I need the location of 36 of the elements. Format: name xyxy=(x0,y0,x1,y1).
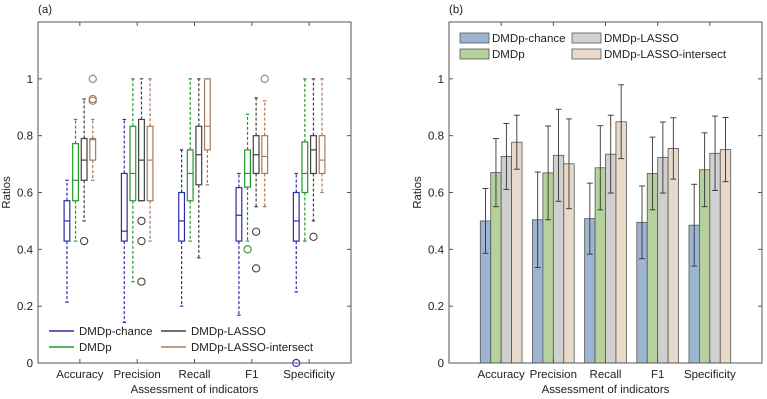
chart-title: (b) xyxy=(449,4,464,16)
legend-label: DMDp-LASSO-intersect xyxy=(191,342,314,354)
y-tick-label: 0.2 xyxy=(17,301,33,314)
legend-label: DMDp-chance xyxy=(79,326,152,338)
legend-label: DMDp-LASSO xyxy=(191,326,266,338)
x-tick-label: Accuracy xyxy=(478,369,526,381)
y-tick-label: 0.2 xyxy=(428,301,444,314)
y-tick-label: 0.8 xyxy=(428,130,444,143)
y-tick-label: 0 xyxy=(26,358,33,370)
x-tick-label: F1 xyxy=(650,369,664,381)
y-tick-label: 0.4 xyxy=(428,244,445,256)
x-tick-label: F1 xyxy=(245,369,259,381)
y-tick-label: 1 xyxy=(438,74,444,86)
x-tick-label: Precision xyxy=(530,369,577,381)
x-axis-title: Assessment of indicators xyxy=(130,384,259,396)
x-tick-label: Recall xyxy=(590,369,622,381)
legend-label: DMDp xyxy=(79,342,112,354)
legend-label: DMDp xyxy=(492,49,525,62)
y-axis-title: Ratios xyxy=(412,176,424,209)
legend-label: DMDp-LASSO xyxy=(604,33,679,46)
x-tick-label: Accuracy xyxy=(56,369,104,381)
y-tick-label: 0.8 xyxy=(17,130,33,143)
y-axis-title: Ratios xyxy=(1,176,13,209)
y-tick-label: 0.4 xyxy=(17,244,34,256)
x-tick-label: Precision xyxy=(114,369,161,381)
y-tick-label: 1 xyxy=(26,74,33,86)
legend-label: DMDp-LASSO-intersect xyxy=(604,49,727,62)
y-tick-label: 0 xyxy=(438,358,444,370)
x-tick-label: Recall xyxy=(178,369,210,381)
legend-label: DMDp-chance xyxy=(492,33,566,46)
chart-title: (a) xyxy=(38,4,52,16)
x-axis-title: Assessment of indicators xyxy=(542,384,670,396)
x-tick-label: Specificity xyxy=(684,369,736,381)
y-tick-label: 0.6 xyxy=(428,188,444,200)
x-tick-label: Specificity xyxy=(283,369,336,381)
y-tick-label: 0.6 xyxy=(17,188,33,200)
